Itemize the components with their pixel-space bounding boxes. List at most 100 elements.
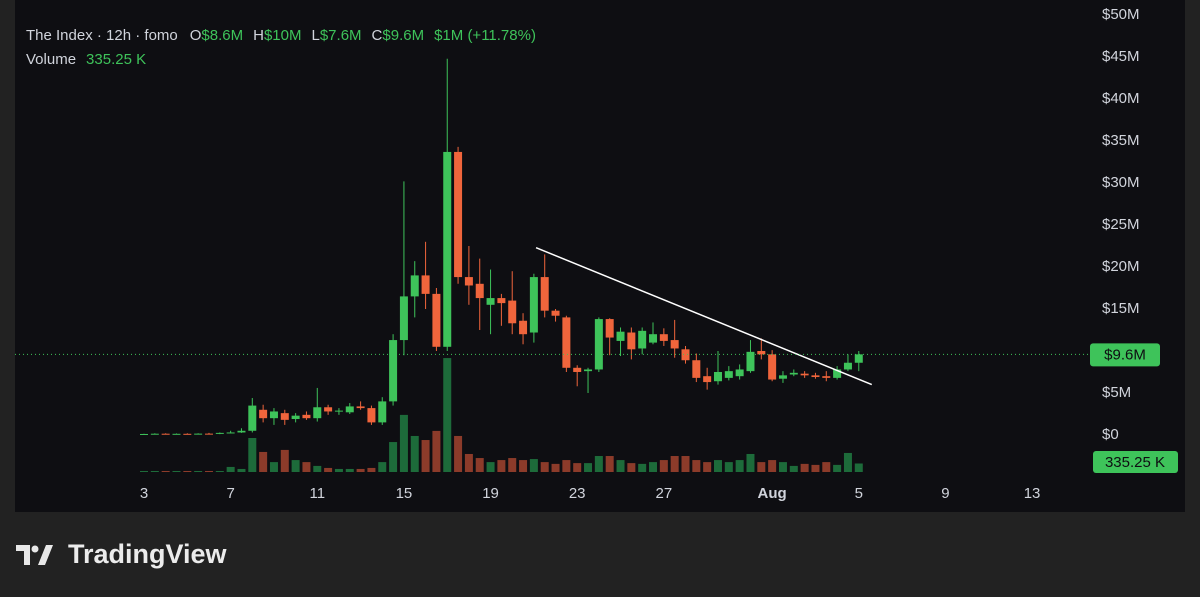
volume-bar (519, 460, 528, 472)
candle-body (389, 340, 398, 402)
volume-bar (475, 458, 484, 472)
candle-body (302, 414, 311, 419)
volume-bar (421, 440, 430, 472)
volume-bar (226, 466, 235, 472)
brand-name: TradingView (68, 539, 228, 569)
volume-bar (269, 462, 278, 472)
candle-body (324, 407, 333, 412)
volume-bar (843, 452, 852, 472)
legend-change: $1M (+11.78%) (434, 27, 536, 44)
candle-body (399, 296, 408, 341)
volume-bar (399, 414, 408, 472)
volume-bar (800, 463, 809, 472)
candle-body (248, 405, 257, 431)
volume-bar (757, 462, 766, 472)
volume-bar (508, 458, 517, 472)
candle-body (291, 415, 300, 420)
legend-key: L (312, 27, 320, 44)
candle-body (605, 319, 614, 338)
volume-bar (822, 462, 831, 472)
y-tick-label: $30M (1102, 174, 1140, 191)
candle-body (421, 275, 430, 294)
y-tick-label: $25M (1102, 216, 1140, 233)
candle-body (833, 369, 842, 378)
volume-bar (237, 468, 246, 472)
y-tick-label: $0 (1102, 426, 1119, 443)
volume-bar (627, 463, 636, 472)
volume-name: Volume (26, 51, 76, 68)
x-tick-label: 27 (655, 485, 672, 502)
volume-bar (789, 465, 798, 472)
candle-body (843, 362, 852, 370)
legend-row: Volume 335.25 K (26, 51, 146, 68)
volume-bar (248, 437, 257, 472)
candle-body (681, 349, 690, 361)
volume-bar (324, 467, 333, 472)
candle-body (800, 373, 809, 376)
volume-bar (345, 468, 354, 472)
volume-bar (540, 462, 549, 472)
x-tick-label: 23 (569, 485, 586, 502)
candle-body (562, 317, 571, 368)
candle-body (638, 330, 647, 349)
volume-bar (811, 464, 820, 472)
volume-bar (768, 460, 777, 472)
volume-bar (140, 470, 148, 472)
candle-body (519, 320, 528, 335)
volume-bar (584, 463, 593, 472)
candle-body (649, 334, 658, 343)
candle-body (529, 277, 538, 333)
candle-body (345, 406, 354, 413)
price-badge-label: $9.6M (1104, 346, 1146, 363)
candle-body (854, 354, 863, 363)
volume-bar (259, 451, 268, 472)
legend-key: O (190, 27, 202, 44)
x-tick-label: 11 (309, 485, 325, 502)
y-tick-label: $15M (1102, 300, 1140, 317)
y-tick-label: $45M (1102, 48, 1140, 65)
candle-body (789, 372, 798, 375)
candle-body (811, 375, 820, 378)
volume-bar (681, 456, 690, 472)
legend-row: The Index · 12h · fomo O$8.6M H$10M L$7.6M C… (26, 27, 536, 44)
y-tick-label: $50M (1102, 6, 1140, 23)
volume-bar (616, 460, 625, 472)
candle-body (443, 151, 452, 347)
volume-bar (183, 470, 192, 472)
y-tick-label: $40M (1102, 90, 1140, 107)
volume-bar (649, 462, 658, 472)
candle-body (367, 408, 376, 423)
volume-bar (659, 460, 668, 472)
candle-body (356, 406, 365, 409)
volume-bar (605, 456, 614, 472)
volume-bar (486, 462, 495, 472)
candle-body (259, 409, 268, 419)
volume-badge-label: 335.25 K (1105, 454, 1165, 471)
candle-body (161, 433, 170, 435)
y-tick-label: $20M (1102, 258, 1140, 275)
y-tick-label: $5M (1102, 384, 1131, 401)
x-tick-label: 19 (482, 485, 499, 502)
volume-bar (194, 470, 203, 472)
trendline (535, 246, 873, 386)
candle-body (713, 371, 722, 382)
candle-body (183, 433, 192, 435)
brand-logo (16, 545, 53, 565)
x-tick-label: 9 (941, 485, 949, 502)
volume-bar (746, 453, 755, 472)
volume-bar (215, 470, 224, 472)
volume-bar (529, 459, 538, 472)
candle-body (172, 433, 181, 435)
volume-bar (313, 465, 322, 472)
legend-value: $10M (264, 27, 302, 44)
volume-bar (573, 463, 582, 472)
candle-body (497, 298, 506, 304)
candle-body (378, 401, 387, 423)
candle-body (735, 369, 744, 377)
volume-bar (562, 460, 571, 472)
candle-body (280, 413, 289, 420)
volume-bar (378, 462, 387, 472)
candle-body (226, 432, 235, 434)
volume-bar (334, 468, 343, 472)
